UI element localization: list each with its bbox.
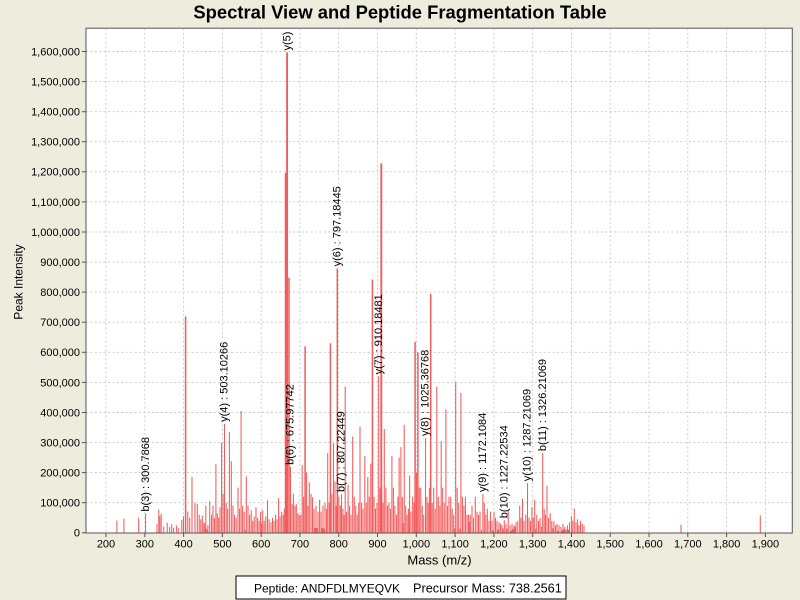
svg-text:600,000: 600,000 <box>40 347 80 359</box>
svg-text:y(7) : 910.18481: y(7) : 910.18481 <box>373 294 385 374</box>
svg-text:b(11) : 1326.21069: b(11) : 1326.21069 <box>537 359 549 451</box>
svg-text:1,600,000: 1,600,000 <box>31 46 80 58</box>
svg-text:1,300,000: 1,300,000 <box>31 137 80 149</box>
svg-text:1,100,000: 1,100,000 <box>31 197 80 209</box>
svg-text:y(5) : 667.36768: y(5) : 667.36768 <box>281 0 293 51</box>
svg-text:1,500,000: 1,500,000 <box>31 77 80 89</box>
svg-text:1,000: 1,000 <box>403 539 431 551</box>
svg-text:Spectral View and Peptide Frag: Spectral View and Peptide Fragmentation … <box>193 2 606 23</box>
svg-text:1,400,000: 1,400,000 <box>31 107 80 119</box>
svg-text:Peptide: ANDFDLMYEQVK: Peptide: ANDFDLMYEQVK <box>254 582 400 596</box>
svg-text:b(7) : 807.22449: b(7) : 807.22449 <box>336 411 348 492</box>
svg-text:200,000: 200,000 <box>40 468 80 480</box>
svg-text:800: 800 <box>330 539 348 551</box>
svg-text:1,100: 1,100 <box>441 539 469 551</box>
svg-text:Peak Intensity: Peak Intensity <box>12 244 26 319</box>
svg-text:b(10) : 1227.22534: b(10) : 1227.22534 <box>499 425 511 518</box>
svg-text:1,900: 1,900 <box>752 539 780 551</box>
svg-text:1,200: 1,200 <box>480 539 508 551</box>
svg-text:y(9) : 1172.1084: y(9) : 1172.1084 <box>477 413 489 492</box>
svg-text:800,000: 800,000 <box>40 287 80 299</box>
svg-text:y(6) : 797.18445: y(6) : 797.18445 <box>332 186 344 266</box>
svg-text:y(8) : 1025.36768: y(8) : 1025.36768 <box>420 350 432 436</box>
svg-text:100,000: 100,000 <box>40 498 80 510</box>
svg-text:1,400: 1,400 <box>558 539 586 551</box>
svg-text:b(3) : 300.7868: b(3) : 300.7868 <box>140 437 152 512</box>
svg-text:500,000: 500,000 <box>40 377 80 389</box>
svg-text:1,200,000: 1,200,000 <box>31 167 80 179</box>
svg-text:1,700: 1,700 <box>674 539 702 551</box>
svg-text:300,000: 300,000 <box>40 438 80 450</box>
svg-text:1,800: 1,800 <box>713 539 741 551</box>
svg-text:700,000: 700,000 <box>40 317 80 329</box>
svg-text:300: 300 <box>136 539 154 551</box>
svg-text:700: 700 <box>291 539 309 551</box>
svg-text:900: 900 <box>368 539 386 551</box>
svg-text:1,300: 1,300 <box>519 539 547 551</box>
svg-text:500: 500 <box>213 539 231 551</box>
svg-text:0: 0 <box>74 528 80 540</box>
svg-text:y(10) : 1287.21069: y(10) : 1287.21069 <box>522 389 534 481</box>
svg-text:1,000,000: 1,000,000 <box>31 227 80 239</box>
svg-text:b(6) : 675.97742: b(6) : 675.97742 <box>285 384 297 465</box>
svg-text:600: 600 <box>252 539 270 551</box>
svg-text:1,600: 1,600 <box>635 539 663 551</box>
svg-text:y(4) : 503.10266: y(4) : 503.10266 <box>219 342 231 422</box>
svg-text:900,000: 900,000 <box>40 257 80 269</box>
svg-text:1,500: 1,500 <box>596 539 624 551</box>
svg-text:200: 200 <box>97 539 115 551</box>
svg-text:400: 400 <box>174 539 192 551</box>
svg-text:400,000: 400,000 <box>40 407 80 419</box>
svg-text:Precursor Mass: 738.2561: Precursor Mass: 738.2561 <box>413 582 562 596</box>
svg-text:Mass (m/z): Mass (m/z) <box>407 552 471 567</box>
